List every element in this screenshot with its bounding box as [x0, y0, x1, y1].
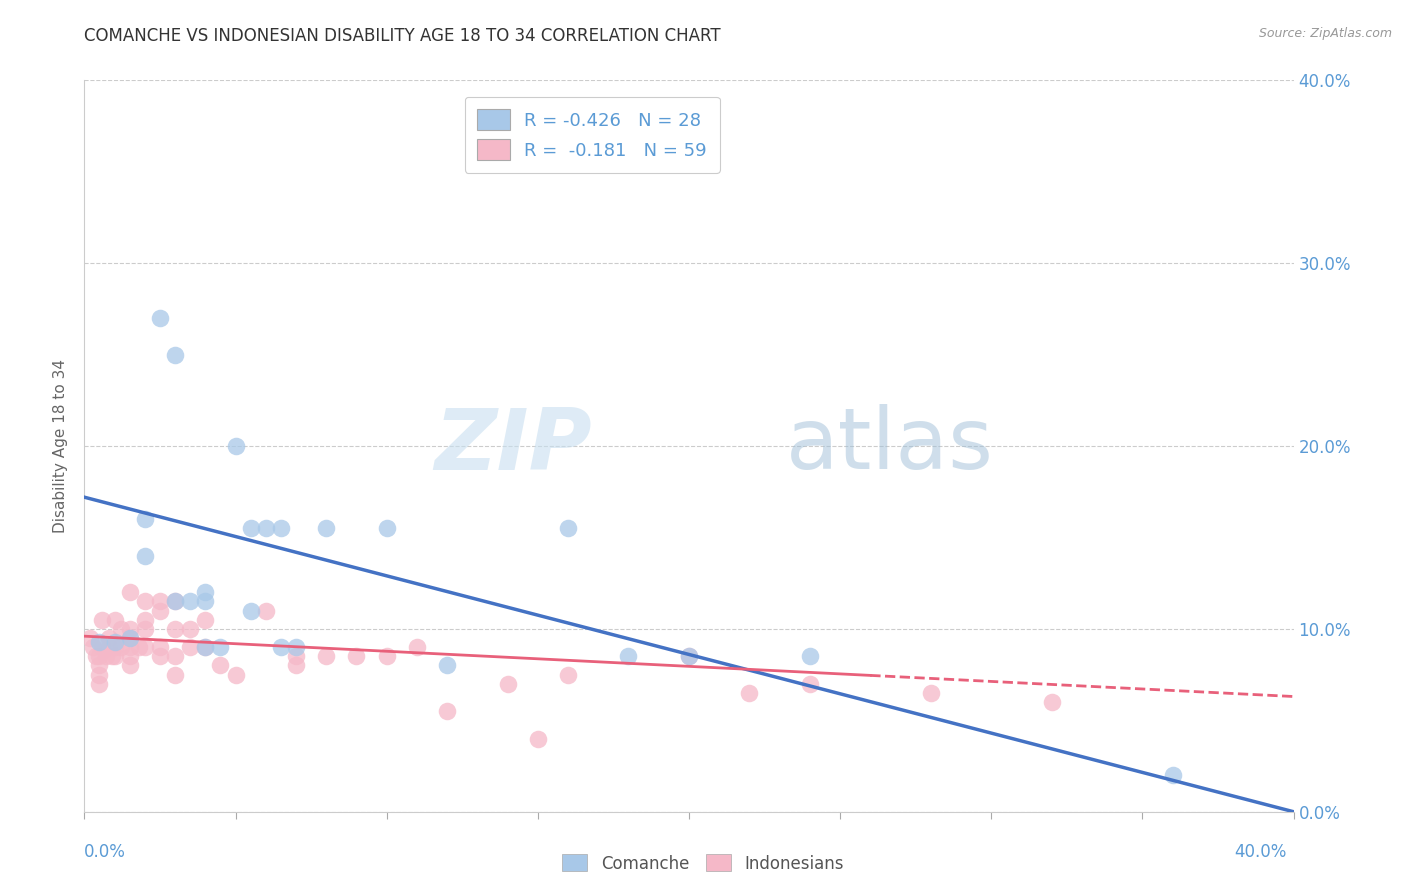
- Point: [104, 634, 127, 648]
- Legend: R = -0.426   N = 28, R =  -0.181   N = 59: R = -0.426 N = 28, R = -0.181 N = 59: [465, 96, 720, 173]
- Point: [86, 649, 108, 664]
- Point: [557, 667, 579, 681]
- Point: [165, 667, 187, 681]
- Point: [239, 603, 262, 617]
- Point: [285, 640, 308, 655]
- Point: [82, 640, 104, 655]
- Point: [94, 649, 117, 664]
- Point: [118, 622, 141, 636]
- Point: [118, 649, 141, 664]
- Point: [225, 439, 247, 453]
- Point: [209, 658, 232, 673]
- Point: [110, 622, 132, 636]
- Text: COMANCHE VS INDONESIAN DISABILITY AGE 18 TO 34 CORRELATION CHART: COMANCHE VS INDONESIAN DISABILITY AGE 18…: [84, 27, 721, 45]
- Point: [179, 594, 201, 608]
- Point: [149, 311, 172, 326]
- Point: [270, 640, 292, 655]
- Text: 0.0%: 0.0%: [84, 843, 127, 861]
- Point: [527, 731, 550, 746]
- Point: [617, 649, 640, 664]
- Point: [179, 622, 201, 636]
- Point: [165, 622, 187, 636]
- Point: [89, 649, 111, 664]
- Point: [496, 676, 519, 690]
- Point: [118, 640, 141, 655]
- Point: [118, 631, 141, 645]
- Point: [315, 649, 337, 664]
- Point: [100, 649, 122, 664]
- Point: [315, 521, 337, 535]
- Point: [375, 649, 398, 664]
- Point: [799, 676, 821, 690]
- Point: [91, 613, 114, 627]
- Point: [179, 640, 201, 655]
- Point: [149, 649, 172, 664]
- Point: [270, 521, 292, 535]
- Point: [89, 658, 111, 673]
- Point: [678, 649, 700, 664]
- Point: [1040, 695, 1063, 709]
- Point: [118, 631, 141, 645]
- Point: [89, 634, 111, 648]
- Point: [194, 613, 217, 627]
- Point: [89, 676, 111, 690]
- Point: [134, 512, 156, 526]
- Text: Source: ZipAtlas.com: Source: ZipAtlas.com: [1258, 27, 1392, 40]
- Text: ZIP: ZIP: [434, 404, 592, 488]
- Point: [165, 649, 187, 664]
- Point: [118, 658, 141, 673]
- Point: [375, 521, 398, 535]
- Text: atlas: atlas: [786, 404, 994, 488]
- Point: [1161, 768, 1184, 782]
- Point: [436, 658, 458, 673]
- Point: [134, 640, 156, 655]
- Point: [110, 640, 132, 655]
- Point: [104, 649, 127, 664]
- Point: [799, 649, 821, 664]
- Point: [406, 640, 429, 655]
- Point: [128, 640, 150, 655]
- Point: [436, 704, 458, 718]
- Point: [79, 631, 101, 645]
- Point: [254, 603, 277, 617]
- Point: [194, 640, 217, 655]
- Point: [104, 613, 127, 627]
- Point: [738, 686, 761, 700]
- Point: [678, 649, 700, 664]
- Point: [239, 521, 262, 535]
- Point: [225, 667, 247, 681]
- Point: [194, 585, 217, 599]
- Legend: Comanche, Indonesians: Comanche, Indonesians: [555, 847, 851, 880]
- Y-axis label: Disability Age 18 to 34: Disability Age 18 to 34: [53, 359, 69, 533]
- Point: [285, 658, 308, 673]
- Point: [104, 640, 127, 655]
- Point: [165, 348, 187, 362]
- Point: [194, 594, 217, 608]
- Point: [346, 649, 368, 664]
- Point: [149, 640, 172, 655]
- Point: [134, 613, 156, 627]
- Point: [285, 649, 308, 664]
- Point: [97, 640, 120, 655]
- Text: 40.0%: 40.0%: [1234, 843, 1286, 861]
- Point: [254, 521, 277, 535]
- Point: [149, 603, 172, 617]
- Point: [89, 667, 111, 681]
- Point: [134, 622, 156, 636]
- Point: [209, 640, 232, 655]
- Point: [557, 521, 579, 535]
- Point: [165, 594, 187, 608]
- Point: [134, 594, 156, 608]
- Point: [118, 585, 141, 599]
- Point: [165, 594, 187, 608]
- Point: [97, 631, 120, 645]
- Point: [134, 549, 156, 563]
- Point: [149, 594, 172, 608]
- Point: [194, 640, 217, 655]
- Point: [920, 686, 942, 700]
- Point: [91, 640, 114, 655]
